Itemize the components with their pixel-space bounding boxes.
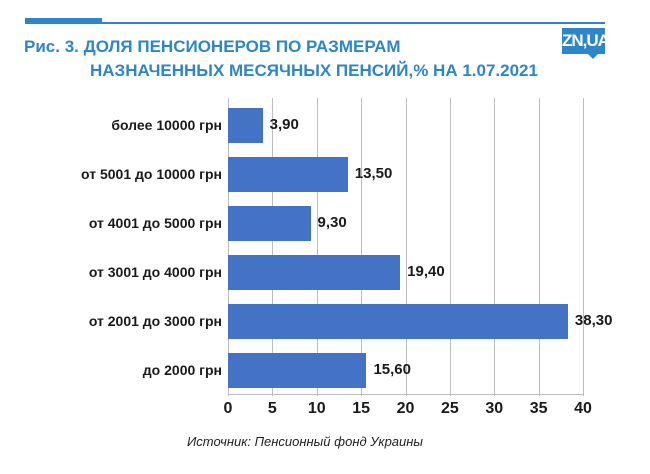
bar-value-label: 15,60 bbox=[373, 361, 411, 378]
bar-value-label: 38,30 bbox=[574, 312, 613, 329]
gridline bbox=[316, 98, 318, 396]
chart-title-line2: НАЗНАЧЕННЫХ МЕСЯЧНЫХ ПЕНСИЙ,% НА 1.07.20… bbox=[90, 61, 538, 80]
bar-value-label: 3,90 bbox=[269, 116, 299, 133]
x-tick-label: 35 bbox=[529, 400, 548, 417]
gridline bbox=[228, 98, 229, 396]
zn-ua-logo: ZN,UA bbox=[562, 28, 610, 54]
x-tick-label: 0 bbox=[223, 400, 233, 417]
gridline bbox=[272, 98, 274, 396]
chart-title-line1: Рис. 3. ДОЛЯ ПЕНСИОНЕРОВ ПО РАЗМЕРАМ bbox=[24, 37, 401, 56]
x-tick-label: 15 bbox=[352, 400, 371, 417]
x-tick-label: 30 bbox=[485, 400, 504, 417]
gridline bbox=[405, 98, 407, 396]
bar bbox=[228, 255, 401, 290]
source-note: Источник: Пенсионный фонд Украины bbox=[187, 434, 423, 449]
bar bbox=[228, 206, 311, 241]
gridline bbox=[494, 98, 496, 396]
gridline bbox=[361, 98, 363, 396]
header-rule bbox=[25, 22, 605, 24]
category-label: более 10000 грн bbox=[111, 117, 222, 133]
x-tick-label: 25 bbox=[440, 400, 459, 417]
gridline bbox=[449, 98, 451, 396]
category-label: от 4001 до 5000 грн bbox=[88, 215, 222, 231]
bar bbox=[228, 108, 263, 143]
plot-area: 3,90 13,50 9,30 19,40 38,30 15,60 bbox=[228, 98, 612, 396]
gridline bbox=[538, 98, 540, 396]
x-axis-line bbox=[228, 394, 583, 395]
category-label: от 3001 до 4000 грн bbox=[88, 264, 222, 280]
header-accent-bar bbox=[25, 18, 102, 24]
bar bbox=[228, 304, 568, 339]
x-tick-label: 20 bbox=[396, 400, 415, 417]
category-label: от 5001 до 10000 грн bbox=[81, 166, 222, 182]
bar-value-label: 13,50 bbox=[354, 165, 393, 182]
bar bbox=[228, 353, 367, 388]
category-label: от 2001 до 3000 грн bbox=[88, 313, 222, 329]
category-label: до 2000 грн bbox=[142, 362, 222, 378]
x-tick-label: 5 bbox=[267, 400, 277, 417]
gridline bbox=[583, 98, 584, 396]
bar-value-label: 9,30 bbox=[317, 214, 347, 231]
x-tick-label: 10 bbox=[307, 400, 326, 417]
logo-speech-tail-icon bbox=[588, 54, 598, 59]
bar bbox=[228, 157, 348, 192]
x-tick-label: 40 bbox=[574, 400, 592, 417]
bar-value-label: 19,40 bbox=[407, 263, 445, 280]
